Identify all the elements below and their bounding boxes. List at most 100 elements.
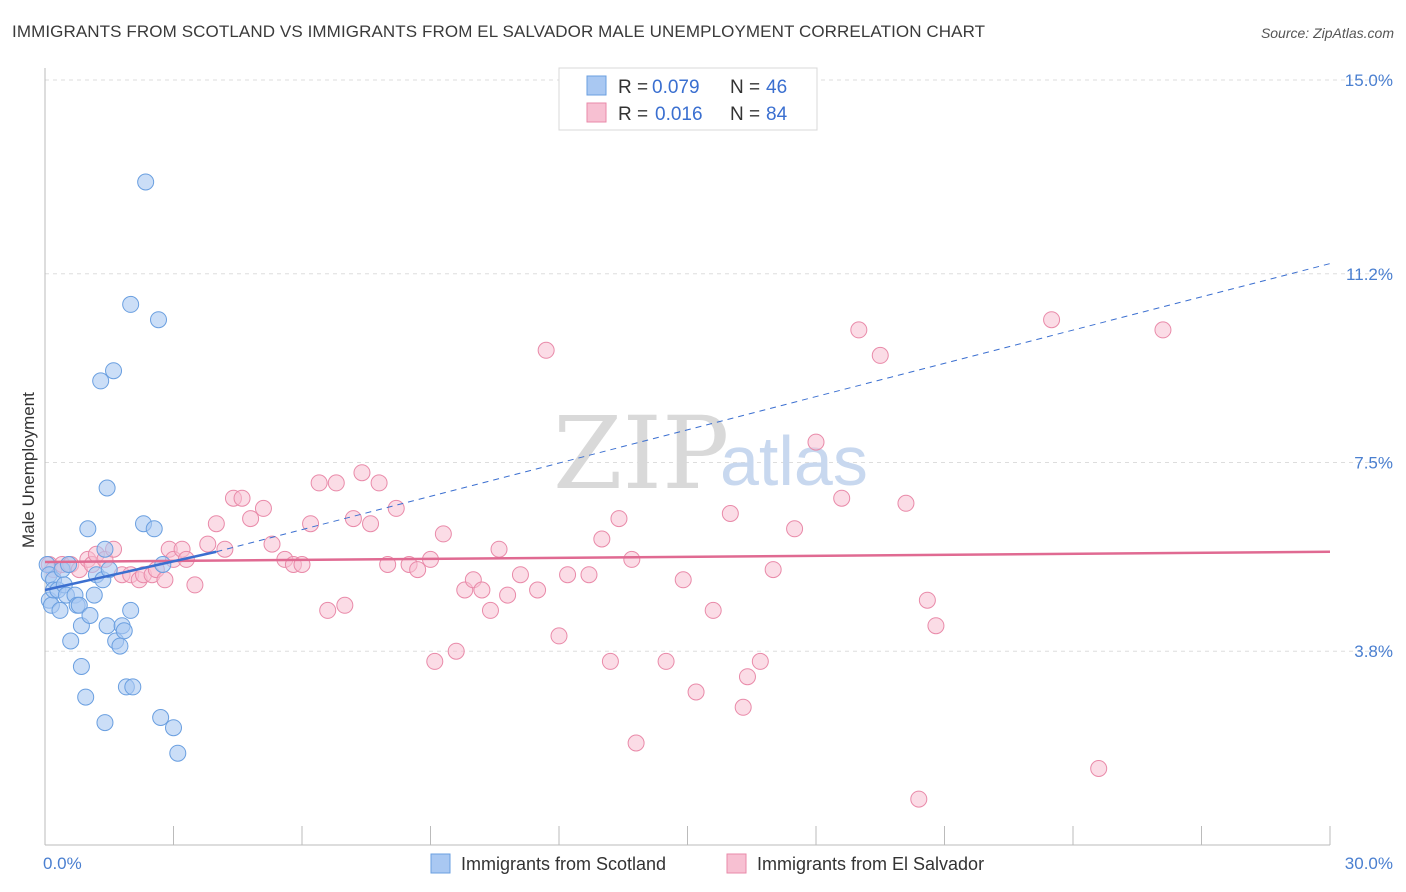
elsalvador-point-43 (387, 499, 405, 517)
elsalvador-point-55 (499, 586, 517, 604)
elsalvador-point-27 (242, 510, 260, 528)
scotland-point-32 (111, 637, 129, 655)
scotland-point-38 (124, 678, 142, 696)
scotland-point-36 (122, 295, 140, 313)
elsalvador-point-78 (833, 489, 851, 507)
y-axis-title: Male Unemployment (19, 392, 38, 548)
elsalvador-point-45 (409, 561, 427, 579)
scotland-point-40 (137, 173, 155, 191)
elsalvador-point-22 (199, 535, 217, 553)
elsalvador-point-48 (434, 525, 452, 543)
legend-scotland-n-label: N = (730, 77, 760, 98)
legend-scotland-r-value: 0.079 (652, 77, 700, 98)
y-tick-label-1: 7.5% (1354, 454, 1393, 473)
elsalvador-point-41 (370, 474, 388, 492)
x-tick-label-max: 30.0% (1345, 854, 1393, 873)
elsalvador-point-70 (704, 601, 722, 619)
legend-scotland-n-value: 46 (766, 77, 787, 98)
elsalvador-point-35 (319, 601, 337, 619)
elsalvador-point-38 (344, 510, 362, 528)
watermark-zip: ZIP (553, 395, 729, 512)
scotland-point-23 (92, 372, 110, 390)
elsalvador-point-49 (447, 642, 465, 660)
elsalvador-point-68 (674, 571, 692, 589)
bottom-legend-scotland-label: Immigrants from Scotland (461, 854, 666, 874)
scotland-point-41 (145, 520, 163, 538)
elsalvador-point-52 (473, 581, 491, 599)
elsalvador-point-86 (1090, 760, 1108, 777)
elsalvador-point-69 (687, 683, 705, 701)
legend-elsalvador-r-label: R = (618, 104, 648, 125)
scotland-point-46 (169, 744, 187, 762)
elsalvador-point-82 (910, 790, 928, 808)
elsalvador-point-66 (627, 734, 645, 752)
watermark-atlas: atlas (720, 422, 868, 500)
scotland-point-28 (96, 540, 114, 558)
elsalvador-point-72 (734, 698, 752, 716)
y-tick-label-3: 15.0% (1345, 71, 1393, 90)
elsalvador-point-73 (738, 668, 756, 686)
bottom-legend-elsalvador-label: Immigrants from El Salvador (757, 854, 984, 874)
scotland-point-37 (122, 601, 140, 619)
scotland-point-45 (165, 719, 182, 737)
elsalvador-point-56 (511, 566, 529, 584)
series-elsalvador-points (40, 311, 1172, 808)
series-scotland-points (38, 173, 187, 762)
elsalvador-point-67 (657, 652, 675, 670)
elsalvador-point-64 (610, 510, 628, 528)
scotland-point-30 (105, 362, 123, 380)
elsalvador-point-63 (601, 652, 619, 670)
scotland-point-7 (51, 601, 69, 619)
elsalvador-point-39 (353, 464, 371, 482)
y-tick-label-0: 3.8% (1354, 642, 1393, 661)
scotland-point-17 (72, 658, 90, 675)
legend-elsalvador-n-value: 84 (766, 104, 788, 125)
elsalvador-point-65 (623, 550, 641, 568)
scotland-trend-line (44, 550, 217, 592)
chart-title: IMMIGRANTS FROM SCOTLAND VS IMMIGRANTS F… (12, 22, 986, 41)
trend-lines (44, 263, 1331, 592)
elsalvador-point-16 (156, 571, 174, 589)
legend-elsalvador-r-value: 0.016 (655, 104, 703, 125)
elsalvador-trend-line (44, 550, 1331, 564)
scotland-point-12 (62, 632, 80, 650)
elsalvador-point-40 (362, 515, 380, 533)
elsalvador-point-53 (481, 601, 499, 619)
scotland-point-42 (150, 311, 168, 329)
elsalvador-point-57 (529, 581, 547, 599)
scotland-trend-line-dashed (216, 263, 1331, 553)
x-tick-labels: 0.0% 30.0% (43, 854, 1393, 873)
legend-elsalvador-swatch (586, 102, 607, 123)
elsalvador-point-33 (302, 515, 320, 533)
axes (44, 68, 1331, 846)
scotland-point-21 (85, 586, 103, 604)
elsalvador-point-71 (721, 505, 739, 522)
bottom-legend-scotland-swatch (430, 853, 451, 874)
elsalvador-point-60 (559, 566, 577, 584)
elsalvador-point-85 (1043, 311, 1061, 329)
elsalvador-point-77 (807, 433, 825, 451)
elsalvador-point-81 (897, 494, 915, 512)
elsalvador-point-34 (310, 474, 328, 492)
elsalvador-point-79 (850, 321, 868, 339)
elsalvador-point-87 (1154, 321, 1172, 339)
elsalvador-point-54 (490, 540, 508, 558)
scotland-point-19 (79, 520, 97, 538)
elsalvador-point-80 (871, 346, 889, 364)
scotland-point-26 (98, 479, 116, 497)
source-label: Source: ZipAtlas.com (1260, 25, 1394, 41)
elsalvador-point-24 (216, 540, 234, 558)
scotland-point-43 (152, 709, 170, 726)
scotland-point-20 (81, 607, 99, 624)
elsalvador-point-76 (786, 520, 804, 538)
elsalvador-point-37 (336, 596, 354, 614)
elsalvador-point-23 (207, 515, 225, 533)
legend-elsalvador-n-label: N = (730, 104, 760, 125)
scotland-point-29 (98, 617, 116, 635)
y-tick-label-2: 11.2% (1346, 265, 1393, 284)
elsalvador-point-75 (764, 561, 782, 579)
scotland-point-34 (115, 622, 133, 640)
elsalvador-point-83 (918, 591, 936, 609)
x-tick-label-min: 0.0% (43, 854, 82, 873)
